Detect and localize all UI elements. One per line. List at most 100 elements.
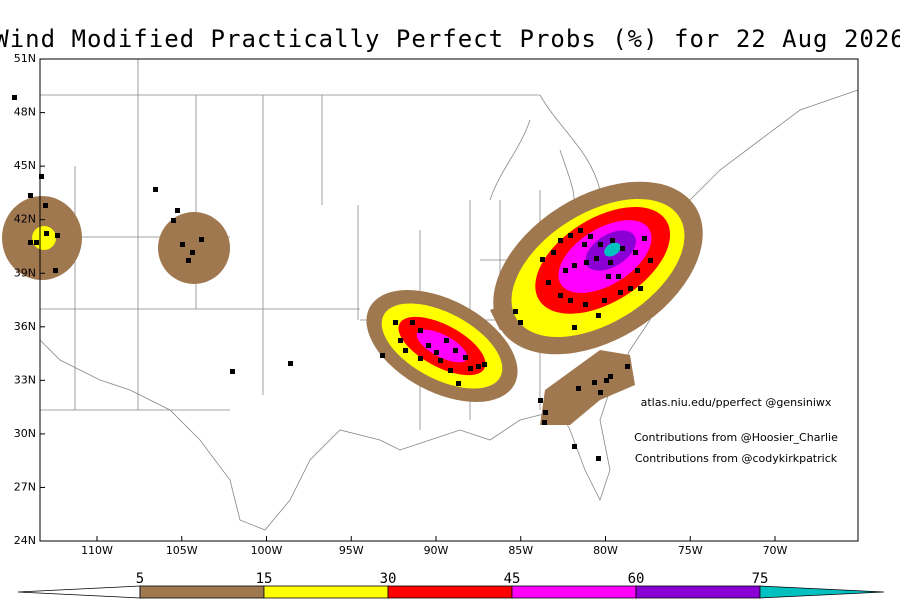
report	[230, 369, 235, 374]
report	[576, 386, 581, 391]
report	[171, 218, 176, 223]
colorbar-segment	[263, 585, 389, 599]
prob-contours	[2, 181, 703, 425]
report	[39, 174, 44, 179]
lon-label: 95W	[339, 544, 364, 557]
colorbar-segment	[387, 585, 513, 599]
report	[53, 268, 58, 273]
credit: Contributions from @codykirkpatrick	[635, 452, 838, 465]
report	[448, 368, 453, 373]
report	[572, 263, 577, 268]
report	[542, 420, 547, 425]
lat-label: 39N	[14, 266, 36, 279]
report	[153, 187, 158, 192]
report	[55, 233, 60, 238]
report	[584, 260, 589, 265]
report	[608, 374, 613, 379]
report	[418, 328, 423, 333]
report	[43, 203, 48, 208]
report	[456, 381, 461, 386]
map-area	[2, 58, 859, 542]
lat-label: 30N	[14, 427, 36, 440]
report	[628, 286, 633, 291]
credit: atlas.niu.edu/pperfect @gensiniwx	[641, 396, 832, 409]
report	[444, 338, 449, 343]
report	[468, 366, 473, 371]
report	[476, 364, 481, 369]
report	[175, 208, 180, 213]
report	[453, 348, 458, 353]
lon-label: 80W	[593, 544, 618, 557]
report	[380, 353, 385, 358]
report	[44, 231, 49, 236]
report	[563, 268, 568, 273]
axis-labels: 24N 27N 30N 33N 36N 39N 42N 45N 48N 51N 110W 105W 10…	[14, 52, 788, 557]
report	[410, 320, 415, 325]
report	[572, 444, 577, 449]
report	[34, 240, 39, 245]
report	[582, 242, 587, 247]
report	[518, 320, 523, 325]
colorbar-segment	[139, 585, 265, 599]
report	[12, 95, 17, 100]
report	[180, 242, 185, 247]
report	[642, 236, 647, 241]
report	[543, 410, 548, 415]
report	[551, 250, 556, 255]
lat-label: 36N	[14, 320, 36, 333]
lon-label: 85W	[508, 544, 533, 557]
report	[513, 309, 518, 314]
report	[190, 250, 195, 255]
lon-label: 105W	[166, 544, 198, 557]
report	[596, 456, 601, 461]
report	[606, 274, 611, 279]
report	[625, 364, 630, 369]
storm-reports	[12, 95, 653, 461]
credit: Contributions from @Hoosier_Charlie	[634, 431, 838, 444]
report	[398, 338, 403, 343]
report	[596, 313, 601, 318]
report	[583, 302, 588, 307]
lon-label: 100W	[251, 544, 283, 557]
report	[572, 325, 577, 330]
lat-label: 33N	[14, 373, 36, 386]
report	[393, 320, 398, 325]
report	[28, 240, 33, 245]
report	[638, 286, 643, 291]
lat-label: 48N	[14, 106, 36, 119]
report	[546, 280, 551, 285]
colorbar-label: 45	[504, 571, 521, 587]
colorbar-segment	[511, 585, 637, 599]
report	[540, 257, 545, 262]
report	[633, 250, 638, 255]
report	[199, 237, 204, 242]
report	[594, 256, 599, 261]
report	[538, 398, 543, 403]
report	[610, 238, 615, 243]
colorbar-label: 5	[136, 571, 144, 587]
report	[28, 193, 33, 198]
colorbar-label: 15	[256, 571, 273, 587]
report	[598, 390, 603, 395]
report	[482, 362, 487, 367]
report	[434, 350, 439, 355]
report	[426, 343, 431, 348]
colorbar-label: 75	[752, 571, 769, 587]
lat-label: 45N	[14, 159, 36, 172]
lat-label: 24N	[14, 534, 36, 547]
report	[578, 228, 583, 233]
report	[558, 238, 563, 243]
report	[588, 234, 593, 239]
report	[635, 268, 640, 273]
report	[616, 274, 621, 279]
lon-label: 70W	[763, 544, 788, 557]
lat-label: 42N	[14, 213, 36, 226]
report	[568, 233, 573, 238]
report	[418, 356, 423, 361]
colorbar-label: 60	[628, 571, 645, 587]
colorbar-label: 30	[380, 571, 397, 587]
report	[620, 246, 625, 251]
report	[598, 242, 603, 247]
report	[558, 293, 563, 298]
report	[186, 258, 191, 263]
